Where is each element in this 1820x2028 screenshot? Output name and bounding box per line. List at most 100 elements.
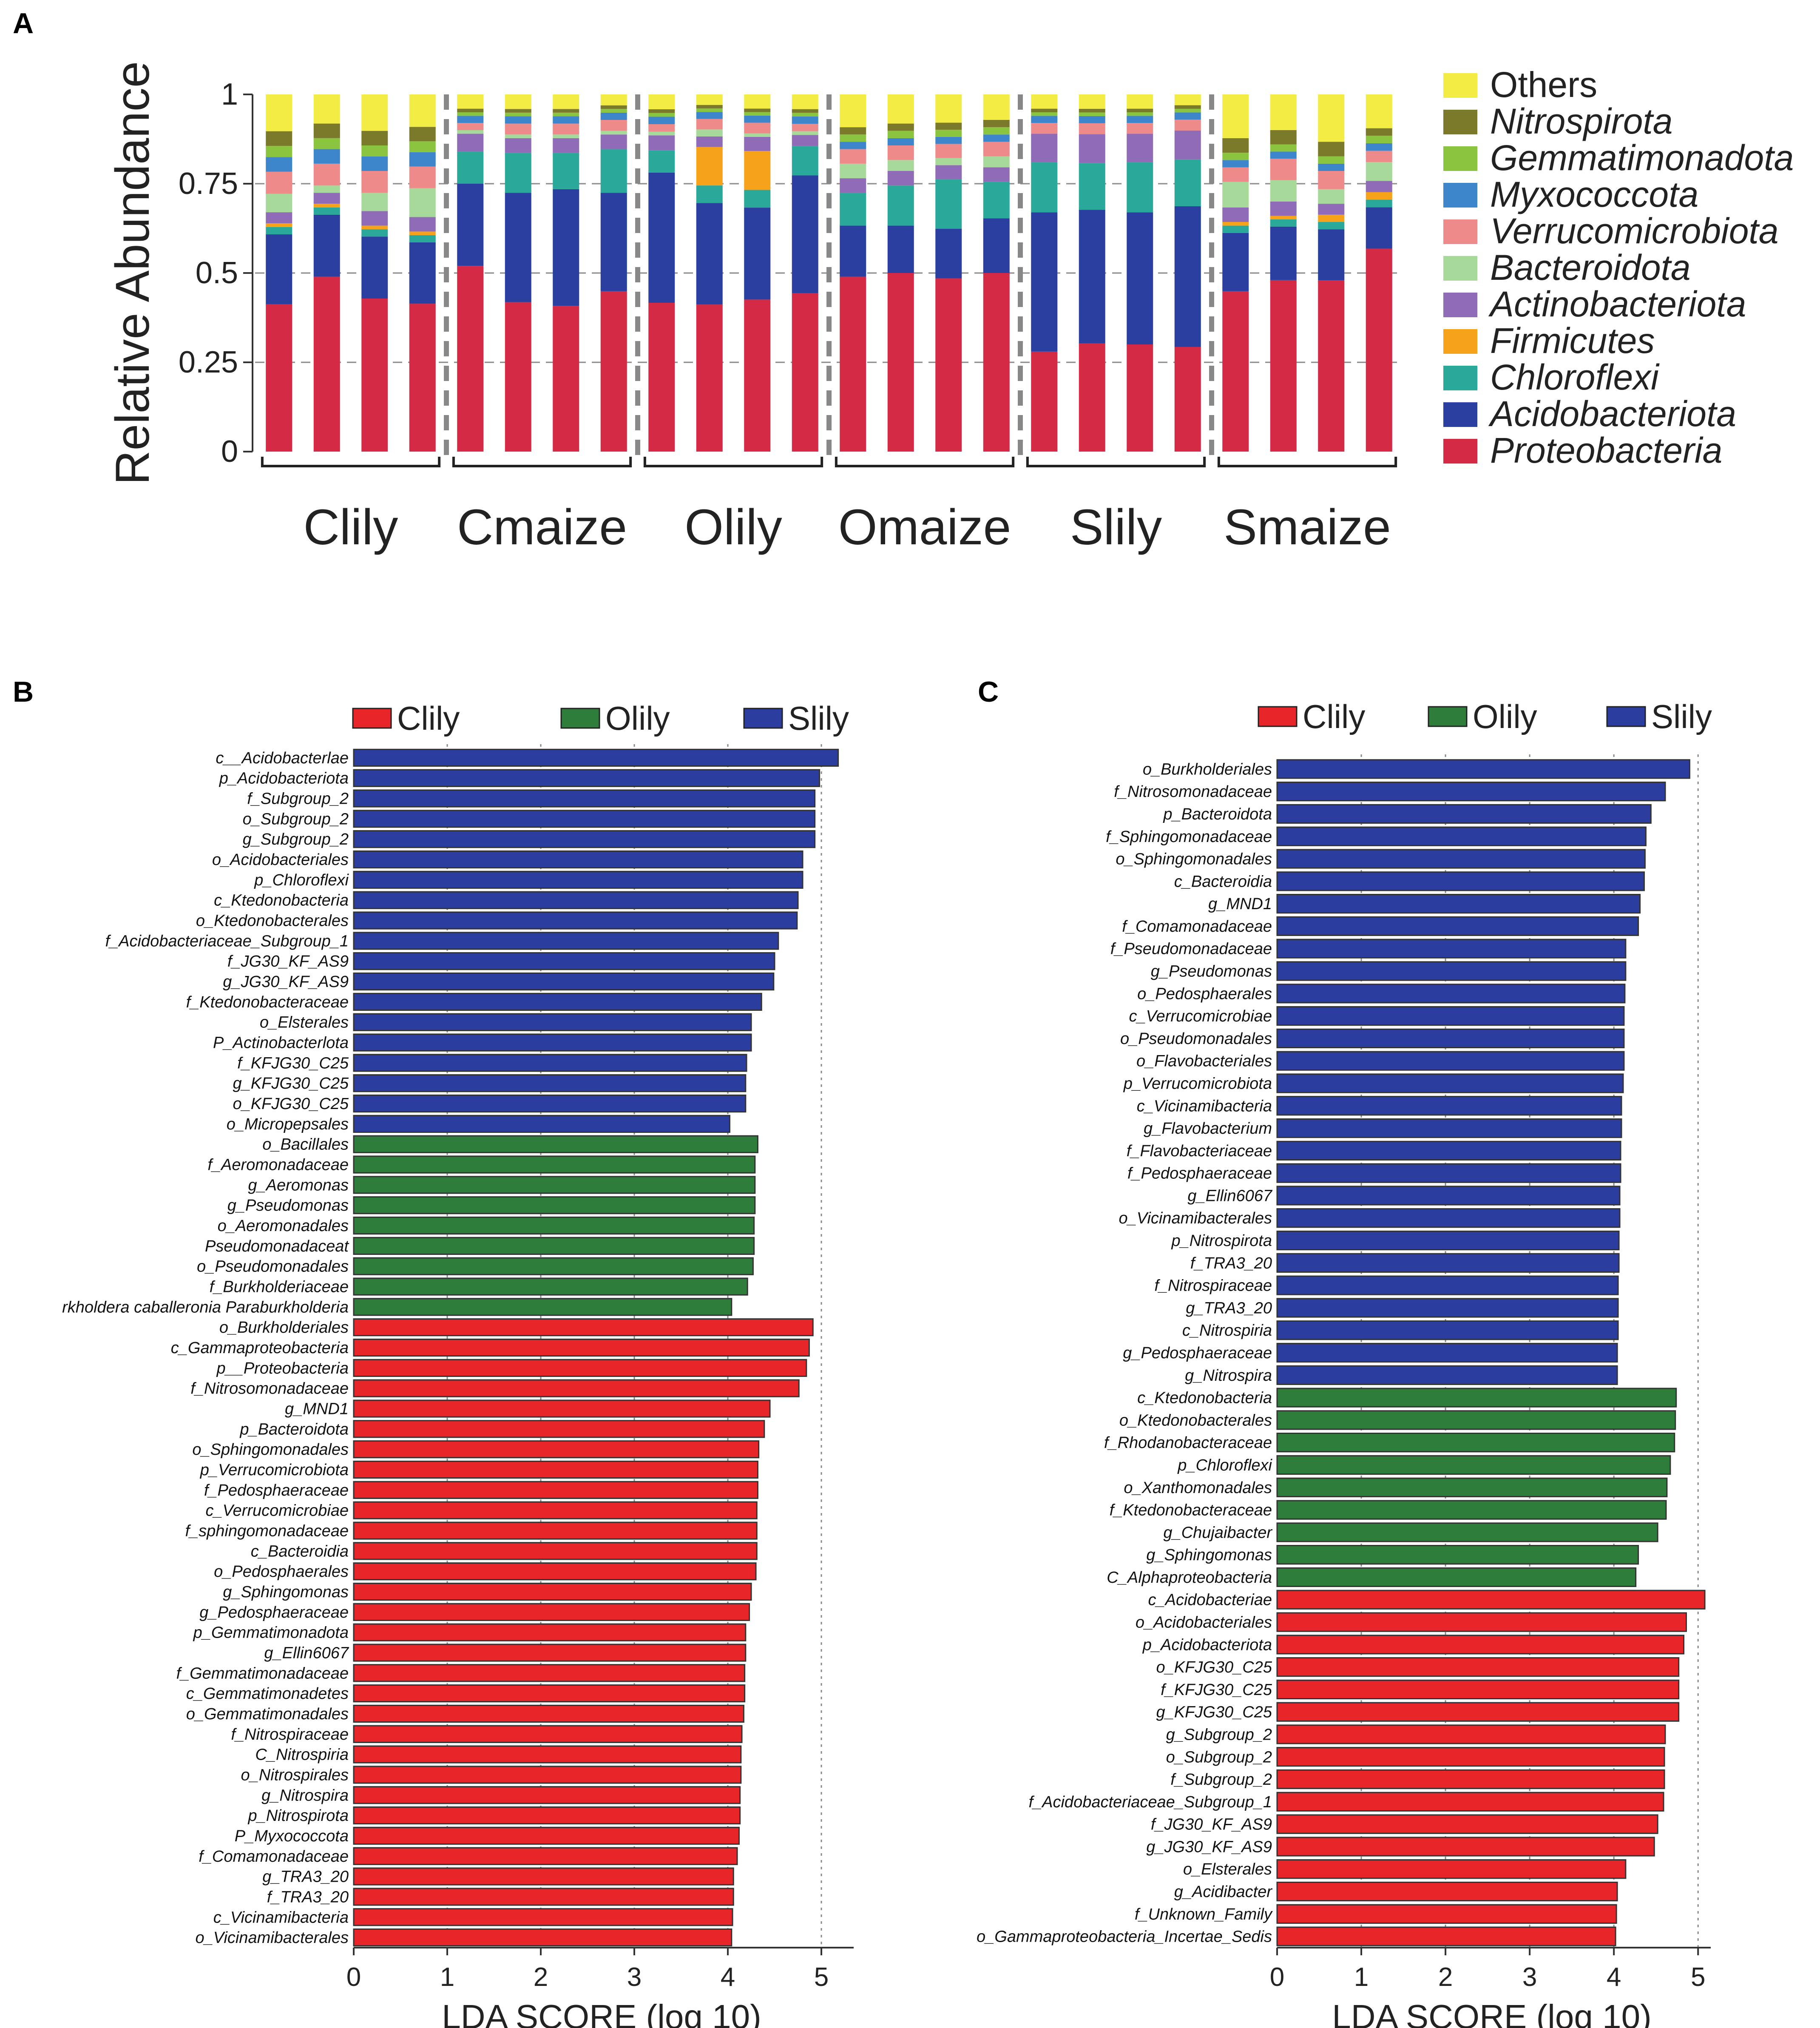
bar-segment-others xyxy=(361,94,388,131)
lda-chart-c: Clily Olily Slily 0 1 2 3 4 5 o_Burkholderiales f_… xyxy=(977,698,1712,2028)
bar-segment-verrucomicrobiota xyxy=(1318,171,1345,189)
bar-segment-actinobacteriota xyxy=(840,178,866,193)
bar-segment-nitrospirota xyxy=(600,105,627,109)
lda-bar-label: o_Ktedonobacterales xyxy=(196,912,349,930)
lda-bar xyxy=(353,972,775,991)
lda-bar xyxy=(1276,1455,1671,1475)
y-tick-label: 1 xyxy=(221,77,238,111)
lda-bar-label: o_Acidobacteriales xyxy=(1136,1614,1272,1632)
lda-bar xyxy=(1276,849,1646,869)
lda-bar-label: g_Pedosphaeraceae xyxy=(1123,1344,1272,1362)
bar-segment-nitrospirota xyxy=(266,131,292,146)
lda-bar-label: o_Pseudomonadales xyxy=(197,1258,349,1276)
lda-bar-label: g_JG30_KF_AS9 xyxy=(223,973,349,991)
bar-segment-actinobacteriota xyxy=(887,171,914,186)
legend-swatch-gemmatimonadota xyxy=(1443,146,1477,171)
lda-bar xyxy=(1276,1702,1680,1722)
lda-bar xyxy=(353,1623,747,1641)
bar-segment-others xyxy=(648,94,675,109)
x-tick-label: 3 xyxy=(627,1963,642,1992)
lda-bar xyxy=(353,1033,752,1052)
bar-segment-actinobacteriota xyxy=(361,211,388,226)
x-tick-label: 1 xyxy=(1354,1963,1369,1992)
lda-bar-label: f_TRA3_20 xyxy=(267,1888,349,1906)
lda-bar-label: f_sphingomonadaceae xyxy=(185,1522,349,1540)
lda-bar-label: o_Subgroup_2 xyxy=(1166,1748,1272,1766)
bar-segment-bacteroidota xyxy=(1270,180,1297,202)
bar-segment-bacteroidota xyxy=(983,156,1010,168)
bar-segment-verrucomicrobiota xyxy=(1127,123,1153,134)
bar-segment-chloroflexi xyxy=(1079,163,1105,210)
lda-bar xyxy=(1276,1792,1664,1812)
bar-segment-others xyxy=(744,94,771,109)
bar-segment-myxococcota xyxy=(1174,112,1201,120)
lda-bar xyxy=(1276,961,1627,981)
bar-segment-myxococcota xyxy=(313,149,340,164)
bar-segment-proteobacteria xyxy=(1174,347,1201,452)
lda-bar-label: g_Acidibacter xyxy=(1174,1883,1273,1901)
bar-segment-nitrospirota xyxy=(361,131,388,145)
bar-segment-others xyxy=(935,94,962,123)
legend-label-clily: Clily xyxy=(397,700,460,737)
lda-bar-label: f_Gemmatimonadaceae xyxy=(176,1664,349,1682)
bar-segment-gemmatimonadota xyxy=(1222,153,1249,160)
lda-bar-label: c_Vicinamibacteria xyxy=(213,1909,349,1926)
lda-bar xyxy=(1276,1118,1622,1138)
x-axis-title: LDA SCORE (log 10) xyxy=(442,1998,761,2028)
lda-bar-label: o_KFJG30_C25 xyxy=(233,1095,349,1113)
bar-segment-proteobacteria xyxy=(792,293,818,452)
lda-bar xyxy=(353,1725,743,1743)
bar-segment-myxococcota xyxy=(648,117,675,124)
bar-segment-proteobacteria xyxy=(1366,248,1392,452)
legend-swatch-slily xyxy=(743,708,783,729)
bar-segment-proteobacteria xyxy=(505,302,531,452)
bar-segment-nitrospirota xyxy=(457,108,484,112)
lda-bar xyxy=(1276,1186,1621,1206)
x-axis-title: LDA SCORE (log 10) xyxy=(1332,1998,1651,2028)
legend-swatch-actinobacteriota xyxy=(1443,293,1477,317)
lda-bar-label: P_Actinobacterlota xyxy=(213,1034,349,1052)
lda-bar xyxy=(1276,1904,1617,1924)
lda-bar-label: g_Pedosphaeraceae xyxy=(199,1604,349,1621)
lda-bar xyxy=(353,952,775,970)
lda-bar-label: f_KFJG30_C25 xyxy=(1161,1681,1272,1699)
lda-bar-label: o_Aeromonadales xyxy=(218,1217,349,1235)
bar-segment-bacteroidota xyxy=(553,134,579,138)
bar-segment-verrucomicrobiota xyxy=(648,124,675,132)
bar-segment-firmicutes xyxy=(1318,214,1345,222)
lda-bar-label: g_Pseudomonas xyxy=(227,1197,349,1215)
bar-segment-gemmatimonadota xyxy=(696,108,723,112)
bar-segment-actinobacteriota xyxy=(1222,207,1249,222)
bar-segment-chloroflexi xyxy=(792,146,818,176)
bar-segment-others xyxy=(313,94,340,124)
bar-segment-myxococcota xyxy=(744,115,771,123)
bar-segment-gemmatimonadota xyxy=(983,127,1010,135)
lda-bar-label: p_Nitrospirota xyxy=(247,1807,349,1825)
legend-swatch-nitrospirota xyxy=(1443,110,1477,134)
lda-bar-label: g_TRA3_20 xyxy=(262,1868,349,1886)
bar-segment-acidobacteriota xyxy=(696,203,723,305)
lda-bar-label: c_Acidobacteriae xyxy=(1148,1591,1272,1609)
bar-segment-myxococcota xyxy=(409,152,436,167)
lda-bar xyxy=(353,1562,757,1581)
bar-segment-chloroflexi xyxy=(1318,222,1345,230)
bar-segment-verrucomicrobiota xyxy=(983,142,1010,156)
bar-segment-myxococcota xyxy=(457,116,484,123)
lda-bar xyxy=(1276,1343,1618,1363)
lda-bar-label: o_Burkholderiales xyxy=(219,1319,349,1337)
bar-segment-others xyxy=(600,94,627,105)
bar-segment-actinobacteriota xyxy=(648,135,675,151)
bar-segment-nitrospirota xyxy=(1318,142,1345,156)
lda-bar xyxy=(353,1684,746,1703)
bar-segment-chloroflexi xyxy=(1270,219,1297,227)
bar-segment-verrucomicrobiota xyxy=(935,144,962,158)
legend-swatch-verrucomicrobiota xyxy=(1443,219,1477,244)
lda-bar xyxy=(1276,759,1690,779)
lda-bar xyxy=(353,1888,734,1906)
lda-bar xyxy=(1276,1747,1665,1767)
bar-segment-actinobacteriota xyxy=(935,165,962,179)
lda-bar-label: o_Pedosphaerales xyxy=(1137,985,1272,1003)
bar-segment-acidobacteriota xyxy=(313,214,340,277)
bar-segment-myxococcota xyxy=(1270,151,1297,159)
panel-letter-b: B xyxy=(13,676,34,708)
